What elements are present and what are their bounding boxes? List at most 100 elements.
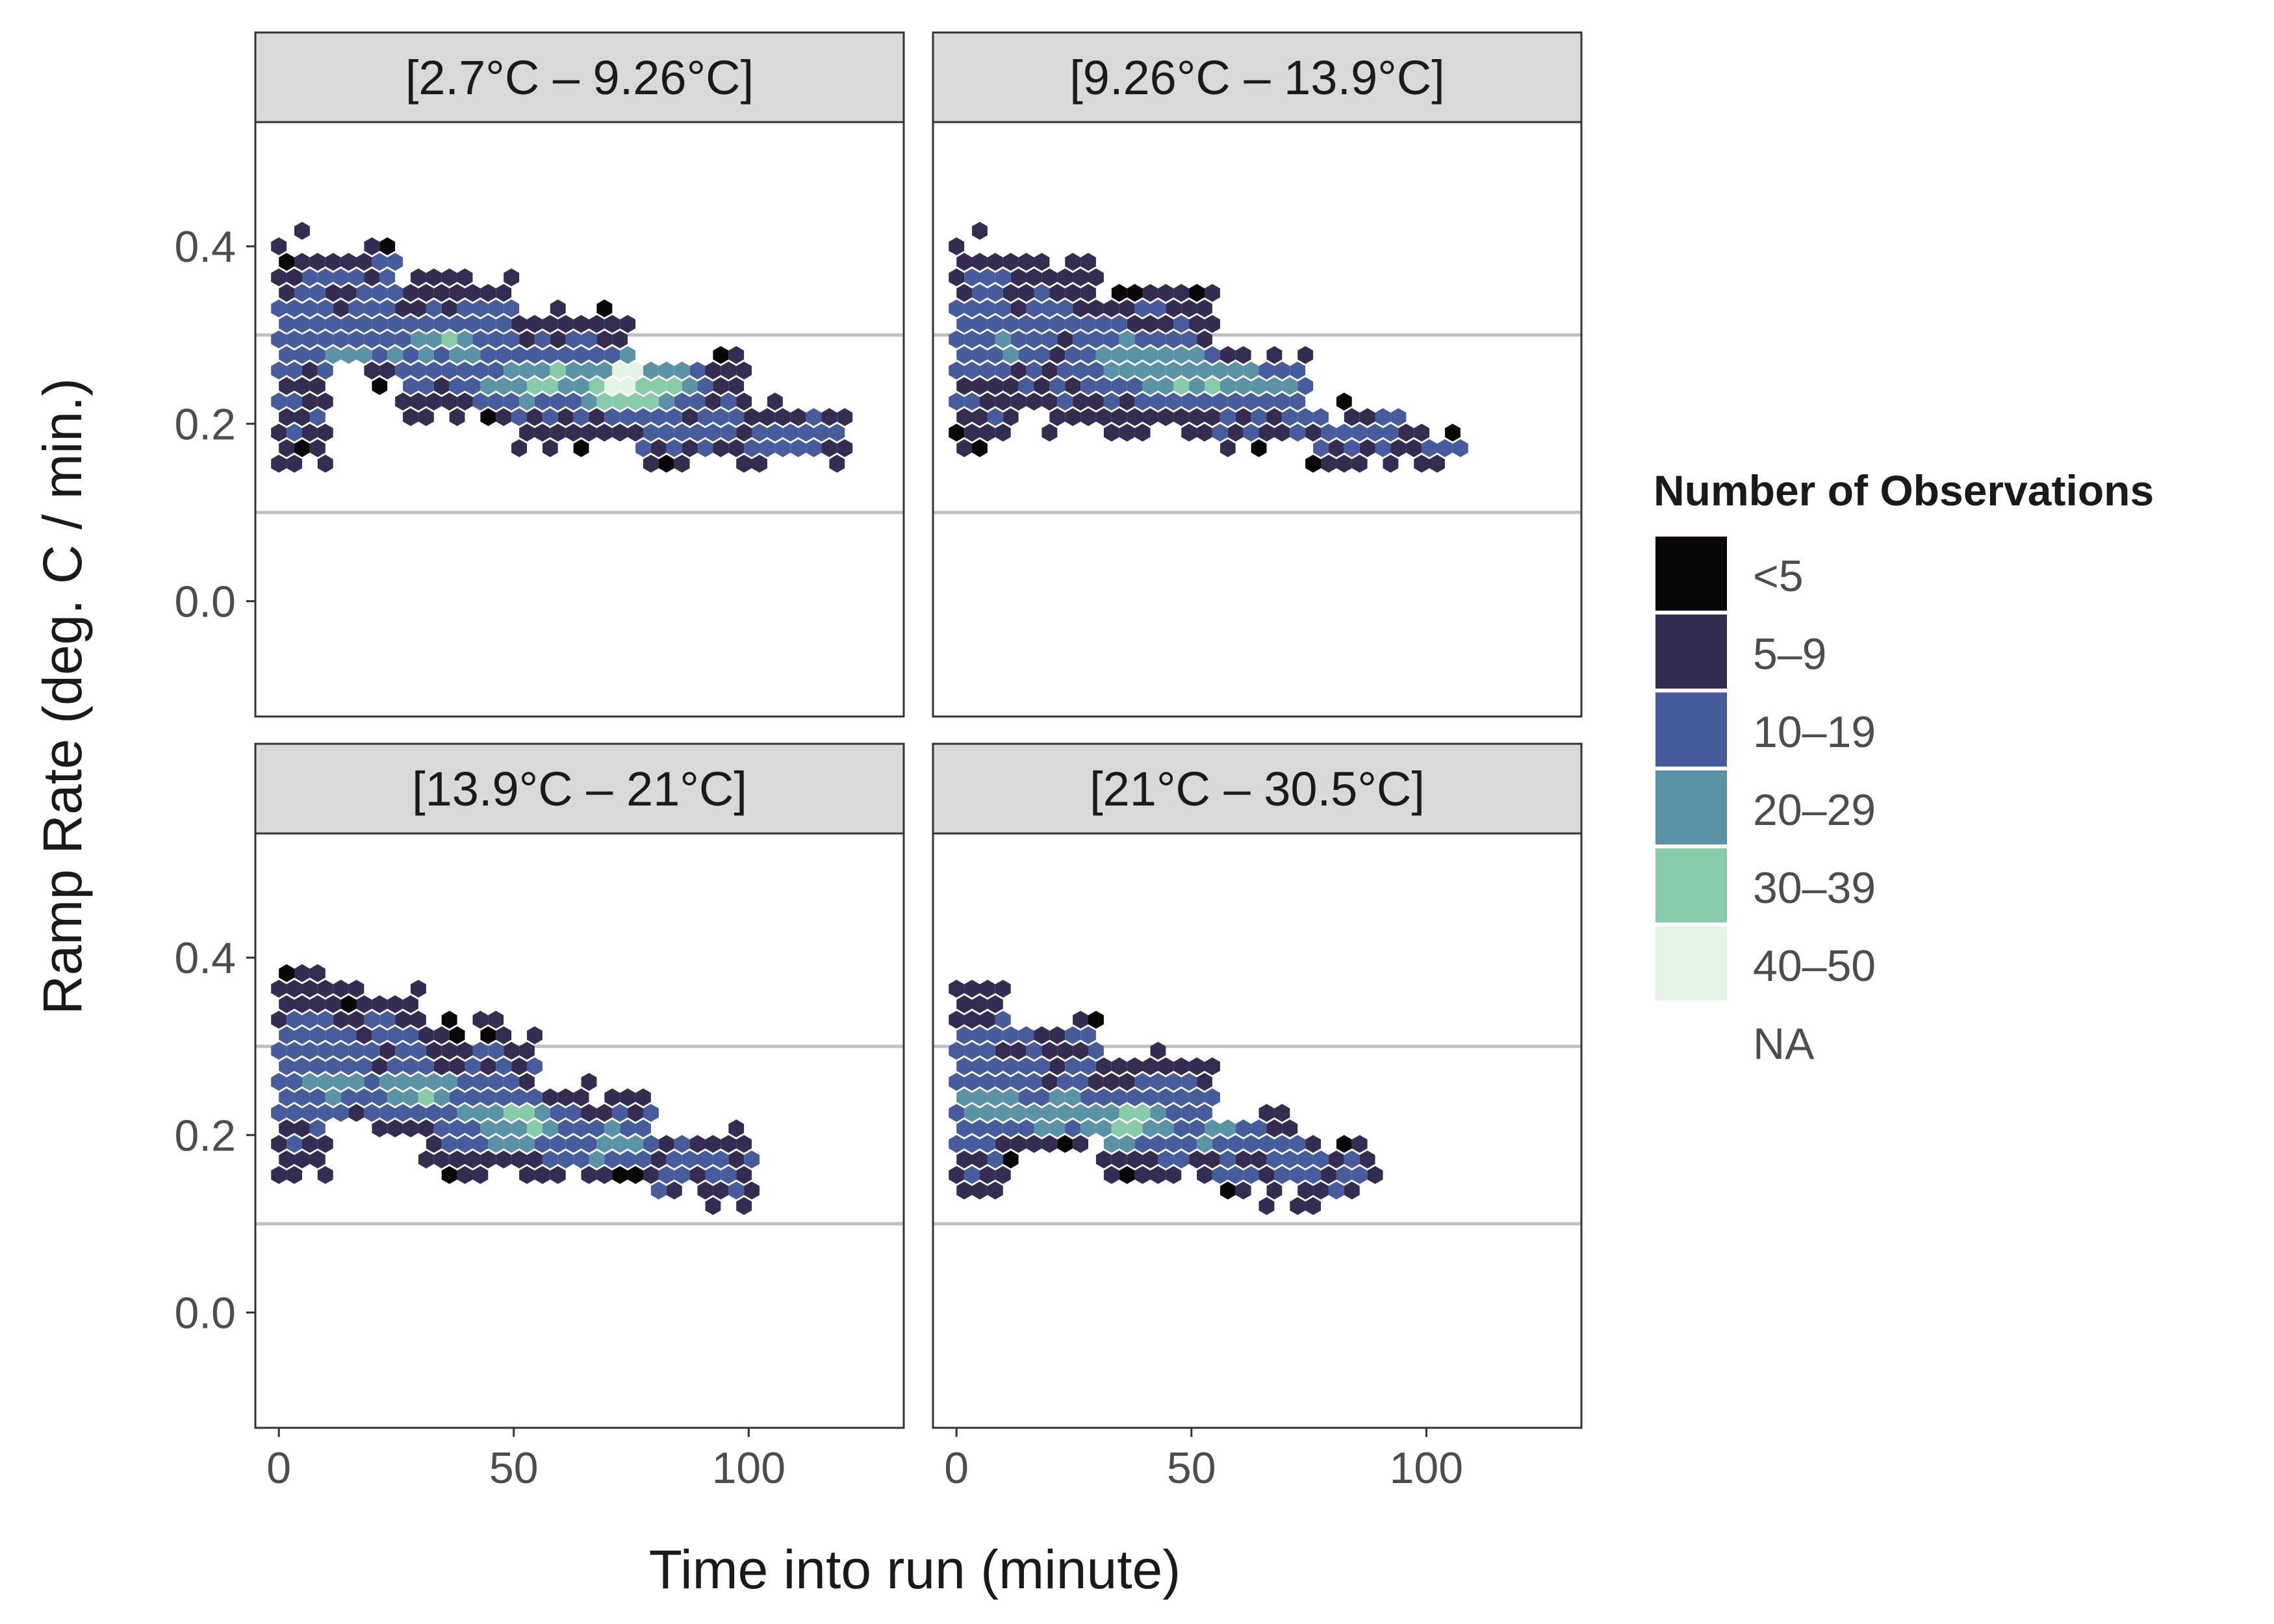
hexbin	[488, 1011, 504, 1029]
hexbin	[956, 253, 972, 271]
hexbin	[1034, 346, 1050, 364]
hexbin	[1321, 455, 1336, 473]
hexbin	[317, 1104, 333, 1122]
hexbin	[271, 1041, 287, 1060]
hexbin	[356, 314, 372, 333]
hexbin	[340, 284, 357, 302]
hexbin	[403, 1088, 418, 1107]
hexbin	[612, 361, 628, 380]
hexbin	[1344, 1150, 1360, 1169]
hexbin	[980, 330, 995, 349]
hexbin	[1173, 1088, 1190, 1107]
legend-label: <5	[1753, 552, 1804, 601]
hexbin	[1258, 1197, 1275, 1215]
hexbin	[1057, 268, 1073, 286]
hexbin	[1026, 299, 1042, 318]
hexbin	[987, 314, 1003, 333]
hexbin	[1227, 424, 1244, 442]
hexbin	[1080, 408, 1096, 426]
hexbin	[527, 377, 543, 396]
hexbin	[620, 346, 636, 364]
hexbin	[728, 439, 745, 457]
hexbin	[426, 299, 442, 318]
hexbin	[628, 392, 643, 411]
hexbin	[628, 1104, 643, 1122]
hexbin	[1041, 1104, 1058, 1122]
hexbin	[294, 1057, 310, 1076]
hexbin	[1290, 361, 1306, 380]
hexbin	[294, 1150, 310, 1169]
hexbin	[1111, 346, 1127, 364]
hexbin	[418, 346, 434, 364]
hexbin	[1041, 330, 1058, 349]
hexbin	[534, 1104, 550, 1122]
hexbin	[1282, 377, 1298, 396]
hexbin	[418, 1150, 434, 1169]
hexbin	[504, 361, 520, 380]
hexbin	[433, 1088, 450, 1107]
hexbin	[728, 408, 745, 426]
hexbin	[480, 346, 496, 364]
hexbin	[287, 455, 302, 473]
hexbin	[1290, 392, 1306, 411]
hexbin	[550, 361, 566, 380]
hexbin	[534, 330, 550, 349]
hexbin	[1305, 1197, 1321, 1215]
hexbin	[1212, 361, 1228, 380]
hexbin	[542, 1119, 558, 1137]
hexbin	[411, 1041, 426, 1060]
hexbin	[317, 1166, 333, 1184]
hexbin	[302, 330, 318, 349]
hexbin	[279, 1150, 294, 1169]
hexbin	[1189, 346, 1205, 364]
hexbin	[1057, 1041, 1073, 1060]
hexbin	[302, 299, 318, 318]
hexbin	[348, 330, 364, 349]
hexbin	[1336, 1166, 1352, 1184]
hexbin	[1095, 408, 1112, 426]
hexbin	[340, 253, 357, 271]
hexbin	[697, 1181, 713, 1200]
hexbin	[534, 1135, 550, 1153]
hexbin	[1142, 1150, 1158, 1169]
hexbin	[689, 392, 706, 411]
hexbin	[433, 1057, 450, 1076]
hexbin	[309, 284, 326, 302]
hexbin	[987, 1026, 1003, 1045]
hexbin	[1197, 330, 1212, 349]
hexbin	[1073, 392, 1088, 411]
hexbin	[713, 377, 729, 396]
hexbin	[480, 1057, 496, 1076]
hexbin	[1197, 361, 1212, 380]
hexbin	[995, 1011, 1011, 1029]
hexbin	[527, 1057, 543, 1076]
hexbin	[1375, 439, 1391, 457]
hexbin	[995, 268, 1011, 286]
hexbin	[1398, 424, 1414, 442]
hexbin	[1321, 1166, 1336, 1184]
hexbin	[1189, 314, 1205, 333]
hexbin	[465, 284, 481, 302]
hexbin	[949, 330, 965, 349]
hexbin	[465, 1057, 481, 1076]
hexbin	[527, 346, 543, 364]
hexbin	[1243, 1135, 1259, 1153]
hexbin	[956, 1181, 972, 1200]
hexbin	[1080, 314, 1096, 333]
hexbin	[457, 392, 473, 411]
hexbin	[271, 330, 287, 349]
hexbin	[279, 1119, 294, 1137]
hexbin	[511, 439, 527, 457]
hexbin	[658, 392, 674, 411]
hexbin	[1010, 299, 1027, 318]
hexbin	[403, 346, 418, 364]
hexbin	[995, 330, 1011, 349]
hexbin	[1134, 1166, 1151, 1184]
hexbin	[1220, 1150, 1236, 1169]
hexbin	[1166, 361, 1182, 380]
hexbin	[1034, 1119, 1050, 1137]
hexbin	[1251, 408, 1267, 426]
hexbin	[1142, 346, 1158, 364]
hexbin	[325, 314, 341, 333]
hexbin	[433, 1150, 450, 1169]
